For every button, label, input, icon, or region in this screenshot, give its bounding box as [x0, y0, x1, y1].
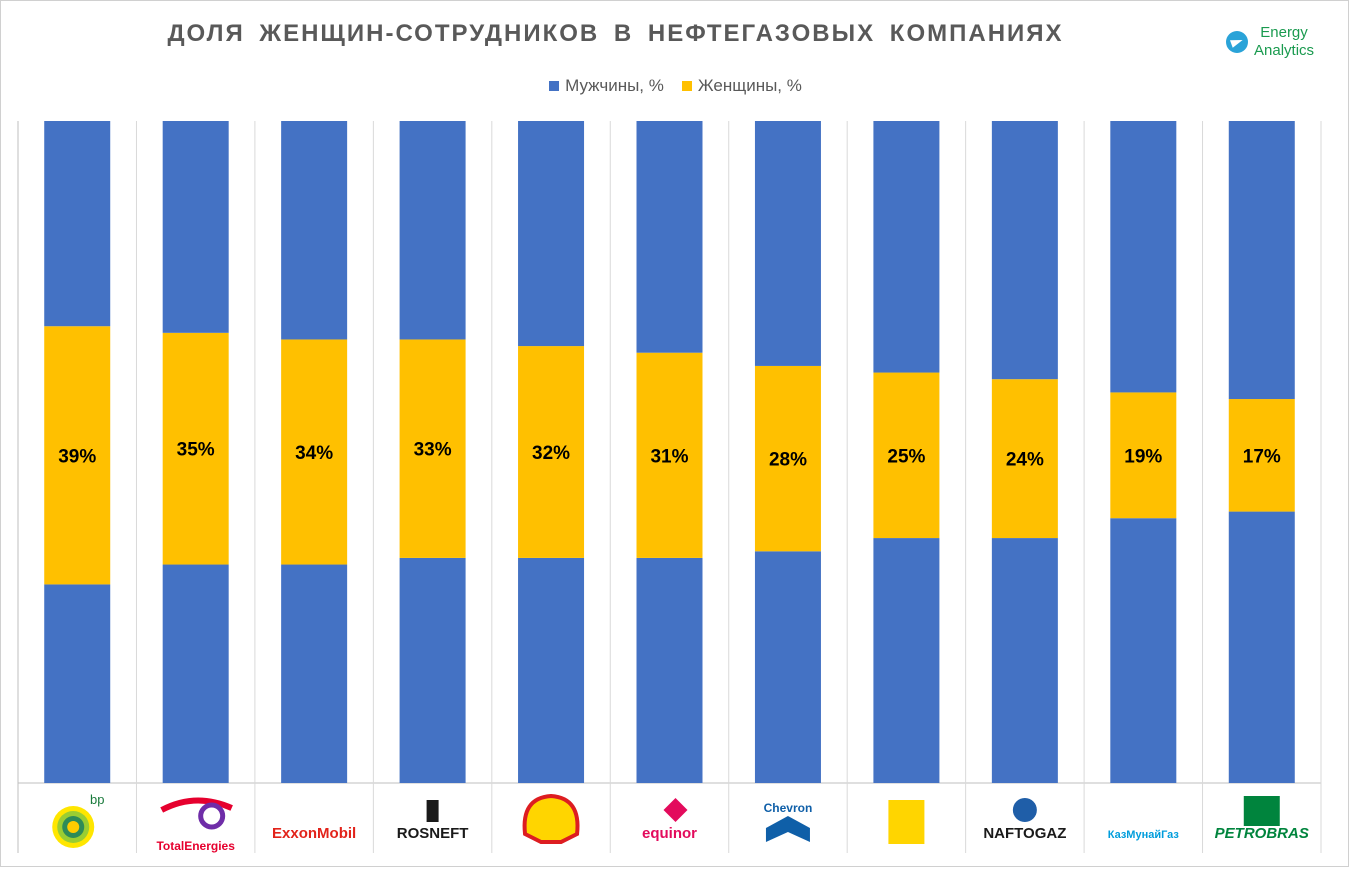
bar-segment-men	[636, 557, 703, 783]
bar-segment-men	[44, 121, 111, 327]
bar-segment-men	[754, 551, 821, 783]
bar-segment-men	[518, 557, 585, 783]
bar-segment-women	[1110, 392, 1177, 519]
data-label: 25%	[887, 446, 925, 467]
bar-segment-men	[873, 538, 940, 783]
bp-logo-petal	[67, 821, 80, 833]
legend-swatch-women	[681, 81, 692, 91]
shell-logo-icon	[522, 793, 580, 844]
bar-segment-men	[1228, 511, 1295, 783]
bar-segment-women	[873, 372, 940, 539]
bar-segment-women	[991, 379, 1058, 539]
rosneft-logo-icon	[426, 800, 439, 822]
bar-segment-men	[399, 121, 466, 340]
data-label: 39%	[58, 446, 96, 467]
category-label: NAFTOGAZ	[983, 825, 1066, 842]
eni-logo-icon	[888, 800, 925, 844]
legend-item-men: Мужчины, %	[549, 76, 664, 96]
petrobras-logo-icon	[1243, 796, 1280, 826]
bar-segment-men	[636, 121, 703, 353]
bar-segment-men	[1110, 518, 1177, 783]
data-label: 35%	[177, 440, 215, 461]
bar-segment-men	[518, 121, 585, 347]
category-label: ROSNEFT	[397, 825, 469, 842]
total-logo-swoosh	[160, 797, 233, 813]
bar-segment-men	[1228, 121, 1295, 400]
bar-segment-women	[44, 326, 111, 585]
bar-segment-men	[162, 121, 229, 333]
data-label: 19%	[1124, 446, 1162, 467]
bar-segment-men	[281, 564, 348, 783]
total-logo-ring	[198, 802, 226, 830]
equinor-logo-icon	[663, 798, 688, 822]
chevron-logo-icon	[765, 816, 810, 842]
category-label: ExxonMobil	[272, 825, 356, 842]
category-label: Chevron	[764, 801, 813, 815]
bar-segment-women	[399, 339, 466, 558]
naftogaz-logo-icon	[1012, 798, 1037, 822]
bar-segment-men	[162, 564, 229, 783]
data-label: 17%	[1243, 446, 1281, 467]
bar-segment-men	[281, 121, 348, 340]
bar-segment-men	[1110, 121, 1177, 393]
legend-swatch-men	[549, 81, 560, 91]
telegram-icon	[1226, 31, 1248, 53]
bar-segment-women	[636, 352, 703, 558]
bar-segment-men	[873, 121, 940, 373]
brand-line-1: Energy	[1260, 24, 1308, 41]
brand-line-2: Analytics	[1254, 42, 1315, 59]
bar-segment-women	[518, 346, 585, 558]
bar-segment-women	[1228, 399, 1295, 512]
bar-segment-men	[44, 584, 111, 783]
category-label: PETROBRAS	[1215, 825, 1309, 842]
brand-text: Energy Analytics	[1254, 24, 1314, 60]
category-label: КазМунайГаз	[1108, 829, 1180, 841]
data-label: 33%	[414, 440, 452, 461]
bar-segment-men	[991, 121, 1058, 380]
data-label: 32%	[532, 443, 570, 464]
data-label: 31%	[650, 446, 688, 467]
bar-segment-men	[399, 557, 466, 783]
bar-segment-men	[754, 121, 821, 366]
brand-badge[interactable]: Energy Analytics	[1226, 24, 1314, 60]
legend-label-women: Женщины, %	[697, 76, 802, 95]
data-label: 34%	[295, 443, 333, 464]
category-label: bp	[90, 792, 104, 807]
chart-legend: Мужчины, % Женщины, %	[0, 76, 1351, 96]
legend-label-men: Мужчины, %	[565, 76, 664, 95]
bar-segment-men	[991, 538, 1058, 783]
bar-segment-women	[162, 332, 229, 565]
bar-segment-women	[281, 339, 348, 565]
bar-segment-women	[754, 365, 821, 552]
category-label: equinor	[642, 825, 697, 842]
data-label: 28%	[769, 450, 807, 471]
legend-item-women: Женщины, %	[681, 76, 802, 96]
chart-title: ДОЛЯ ЖЕНЩИН-СОТРУДНИКОВ В НЕФТЕГАЗОВЫХ К…	[167, 20, 1064, 47]
category-label: TotalEnergies	[156, 839, 235, 853]
data-label: 24%	[1006, 450, 1044, 471]
